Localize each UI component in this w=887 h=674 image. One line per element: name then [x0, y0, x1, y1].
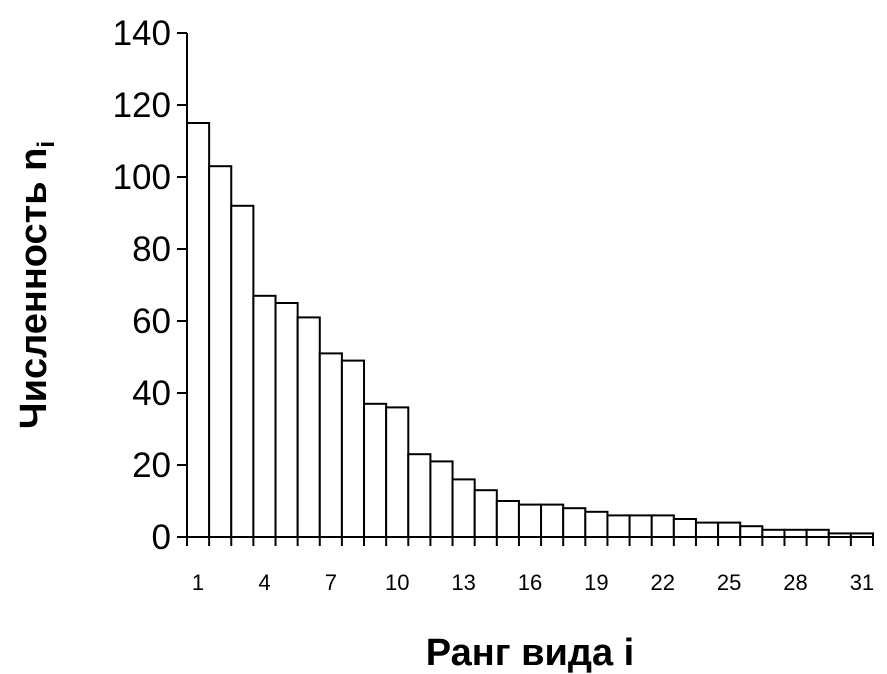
- bar-rank-27: [761, 528, 786, 538]
- bar-rank-13: [451, 478, 476, 538]
- y-axis-label-main: Численность n: [13, 148, 55, 429]
- y-tick-label: 100: [113, 158, 171, 197]
- x-tick-label: 1: [192, 570, 204, 595]
- y-tick-label: 120: [113, 86, 171, 125]
- x-axis-label: Ранг вида i: [426, 632, 634, 674]
- bar-rank-5: [274, 302, 299, 538]
- bars-group: [186, 122, 874, 539]
- bar-rank-15: [495, 500, 520, 538]
- bar-rank-9: [363, 402, 388, 538]
- x-tick-label: 25: [717, 570, 741, 595]
- bar-rank-2: [208, 165, 233, 538]
- bar-rank-29: [805, 528, 830, 538]
- bar-rank-26: [739, 525, 764, 539]
- bar-rank-20: [606, 514, 631, 539]
- x-ticks-group: 1 4 7 10 13 16 19 22 25 28 31: [186, 537, 874, 595]
- bar-rank-11: [407, 453, 432, 539]
- bar-rank-7: [318, 352, 343, 538]
- y-tick-label: 140: [113, 14, 171, 53]
- bar-rank-25: [717, 521, 742, 538]
- bar-rank-24: [694, 521, 720, 538]
- x-tick-label: 22: [651, 570, 675, 595]
- y-tick-label: 60: [132, 302, 171, 341]
- bar-rank-1: [186, 122, 211, 538]
- y-tick-label: 80: [132, 230, 171, 269]
- bar-rank-8: [340, 359, 366, 538]
- bar-rank-4: [252, 294, 277, 538]
- bar-rank-10: [385, 406, 410, 538]
- x-tick-label: 10: [385, 570, 409, 595]
- y-axis-label-subscript: i: [33, 141, 60, 148]
- bar-rank-23: [672, 518, 697, 538]
- x-tick-label: 19: [584, 570, 608, 595]
- bar-rank-3: [230, 204, 255, 539]
- y-tick-label: 40: [132, 374, 171, 413]
- x-tick-label: 31: [850, 570, 874, 595]
- bar-rank-18: [562, 507, 587, 539]
- x-tick-label: 28: [783, 570, 807, 595]
- bar-rank-21: [628, 514, 653, 539]
- y-ticks-group: 0 20 40 60 80 100 120 140: [113, 14, 187, 557]
- y-axis-label: Численность ni: [13, 141, 60, 429]
- bar-rank-17: [540, 503, 565, 539]
- bar-rank-28: [783, 528, 808, 538]
- bar-rank-16: [517, 503, 543, 539]
- x-tick-label: 4: [258, 570, 270, 595]
- x-tick-label: 7: [325, 570, 337, 595]
- bar-rank-19: [584, 510, 609, 538]
- y-tick-label: 0: [152, 518, 171, 557]
- y-tick-label: 20: [132, 446, 171, 485]
- bar-rank-14: [473, 489, 498, 539]
- x-tick-label: 16: [518, 570, 542, 595]
- x-tick-label: 13: [451, 570, 475, 595]
- bar-rank-12: [429, 460, 454, 538]
- bar-rank-22: [650, 514, 675, 539]
- axes-group: [186, 33, 873, 538]
- bar-rank-6: [296, 316, 321, 538]
